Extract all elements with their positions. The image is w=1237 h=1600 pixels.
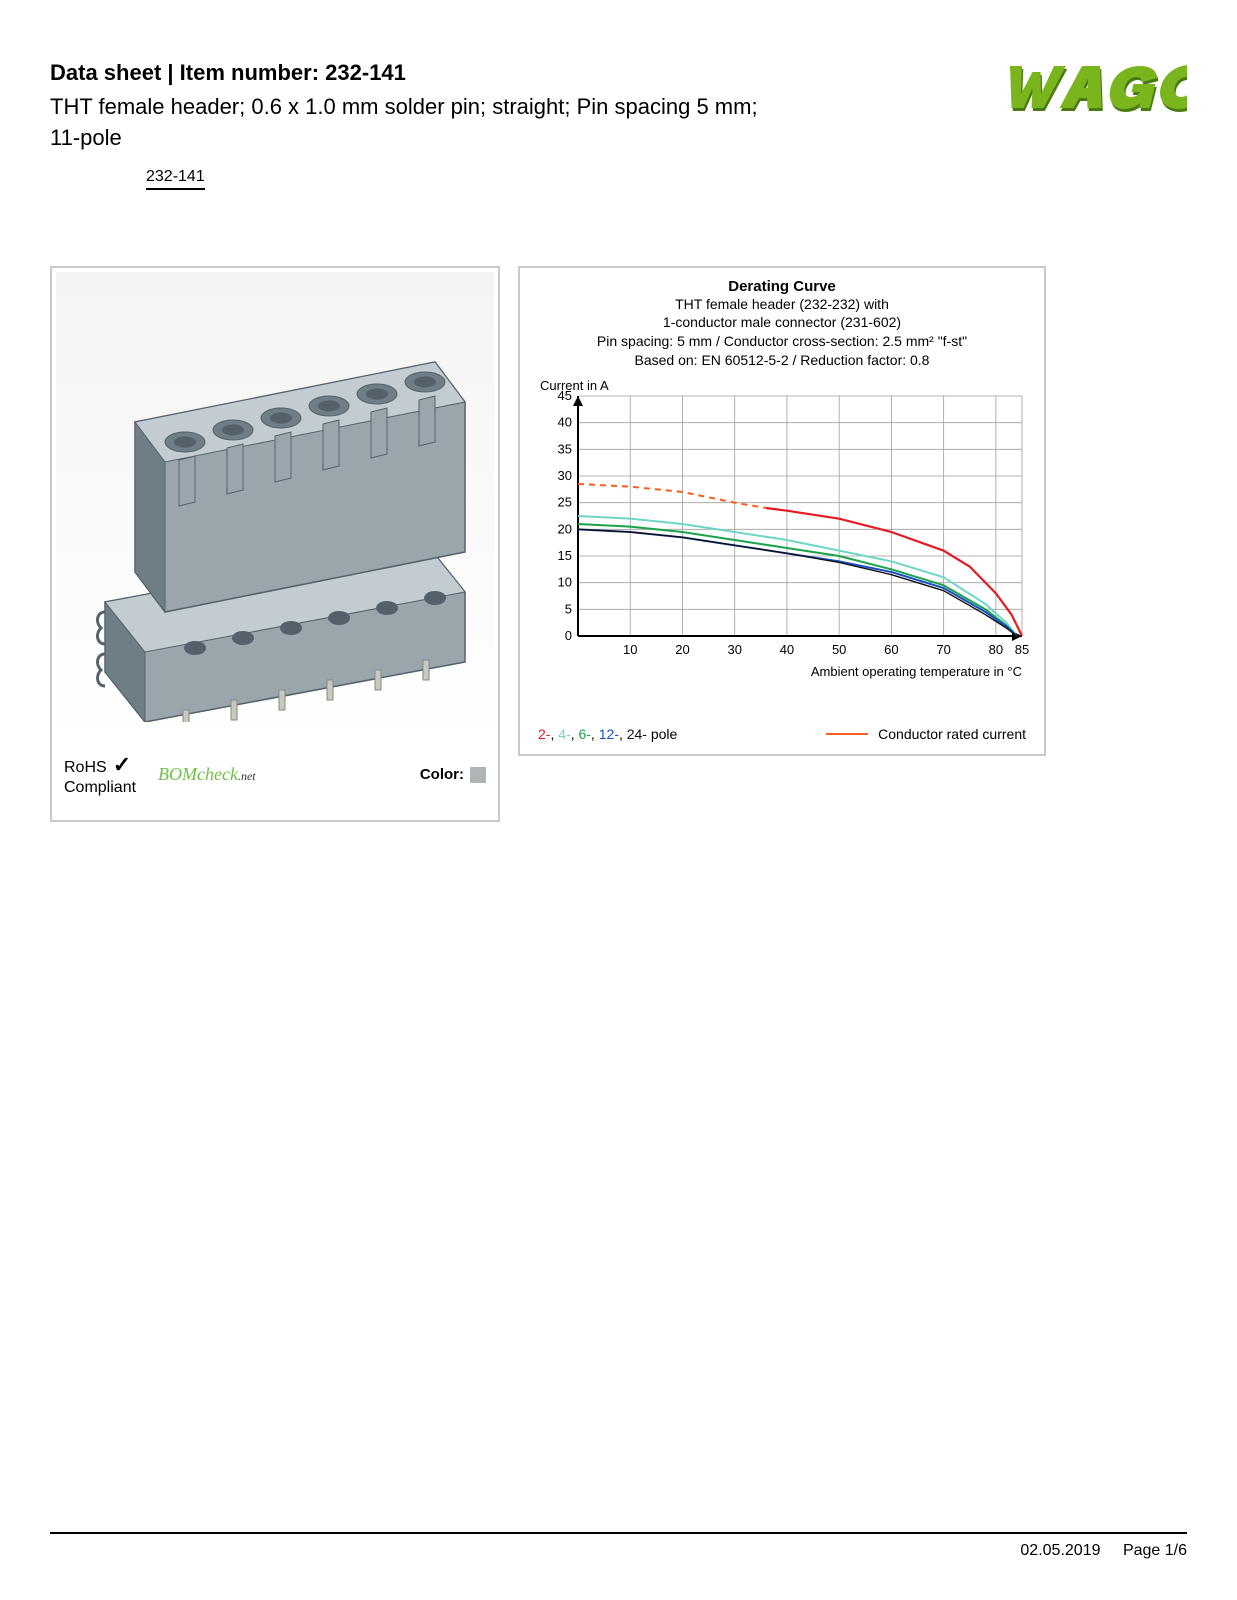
title-line: Data sheet | Item number: 232-141 — [50, 60, 973, 86]
svg-text:60: 60 — [884, 642, 898, 657]
svg-text:10: 10 — [623, 642, 637, 657]
product-image — [56, 272, 494, 742]
footer: 02.05.2019 Page 1/6 — [50, 1532, 1187, 1560]
svg-text:40: 40 — [558, 415, 572, 430]
chart-title: Derating Curve — [534, 278, 1030, 295]
svg-text:20: 20 — [675, 642, 689, 657]
chart-subtitle-line: Based on: EN 60512-5-2 / Reduction facto… — [534, 351, 1030, 370]
svg-text:15: 15 — [558, 548, 572, 563]
check-icon: ✓ — [113, 752, 131, 777]
legend-poles: 2-, 4-, 6-, 12-, 24- pole — [538, 726, 677, 742]
datasheet-label: Data sheet — [50, 60, 161, 85]
subtitle: THT female header; 0.6 x 1.0 mm solder p… — [50, 92, 770, 154]
svg-text:45: 45 — [558, 388, 572, 403]
title-sep: | — [161, 60, 179, 85]
legend-conductor-label: Conductor rated current — [878, 726, 1026, 742]
chart-legend: 2-, 4-, 6-, 12-, 24- pole Conductor rate… — [534, 726, 1030, 742]
svg-text:Ambient operating temperature: Ambient operating temperature in °C — [811, 664, 1022, 679]
bomcheck-net: .net — [238, 769, 256, 783]
color-indicator: Color: — [420, 766, 486, 783]
legend-pole: 6- — [578, 726, 590, 742]
svg-text:35: 35 — [558, 441, 572, 456]
bomcheck-badge: BOMcheck.net — [158, 764, 256, 785]
chart-panel: Derating Curve THT female header (232-23… — [518, 266, 1046, 756]
chart-subtitle-line: THT female header (232-232) with — [534, 295, 1030, 314]
svg-text:40: 40 — [780, 642, 794, 657]
chart-subtitles: THT female header (232-232) with1-conduc… — [534, 295, 1030, 371]
svg-text:20: 20 — [558, 521, 572, 536]
svg-text:25: 25 — [558, 495, 572, 510]
legend-pole: 2- — [538, 726, 550, 742]
svg-text:85: 85 — [1015, 642, 1029, 657]
svg-text:Current in A: Current in A — [540, 378, 609, 393]
item-number: 232-141 — [325, 60, 406, 85]
header-text: Data sheet | Item number: 232-141 THT fe… — [50, 60, 973, 154]
legend-conductor: Conductor rated current — [826, 726, 1026, 742]
item-label: Item number: — [180, 60, 319, 85]
svg-text:10: 10 — [558, 575, 572, 590]
legend-pole: 12- — [599, 726, 619, 742]
chart-subtitle-line: 1-conductor male connector (231-602) — [534, 313, 1030, 332]
svg-text:70: 70 — [936, 642, 950, 657]
svg-text:30: 30 — [558, 468, 572, 483]
part-number-link[interactable]: 232-141 — [146, 168, 205, 190]
rohs-badge: RoHS ✓ Compliant — [64, 752, 136, 798]
svg-text:0: 0 — [565, 628, 572, 643]
header: Data sheet | Item number: 232-141 THT fe… — [50, 60, 1187, 154]
svg-text:50: 50 — [832, 642, 846, 657]
chart-area: Current in A 0 5 10 15 20 25 30 35 40 45 10 20 30 40 50… — [534, 374, 1030, 717]
chart-subtitle-line: Pin spacing: 5 mm / Conductor cross-sect… — [534, 332, 1030, 351]
badges-row: RoHS ✓ Compliant BOMcheck.net Color: — [56, 742, 494, 816]
bomcheck-text: BOMcheck — [158, 764, 238, 784]
rohs-text: RoHS — [64, 759, 107, 776]
color-label-text: Color: — [420, 766, 464, 783]
legend-pole: 24- — [627, 726, 647, 742]
legend-conductor-line — [826, 733, 868, 735]
svg-text:5: 5 — [565, 601, 572, 616]
rohs-compliant: Compliant — [64, 779, 136, 796]
wago-logo — [997, 62, 1187, 119]
footer-page: Page 1/6 — [1123, 1542, 1187, 1559]
svg-text:80: 80 — [989, 642, 1003, 657]
color-swatch — [470, 767, 486, 783]
footer-date: 02.05.2019 — [1020, 1542, 1100, 1559]
svg-text:30: 30 — [727, 642, 741, 657]
legend-pole-suffix: pole — [647, 726, 677, 742]
legend-pole: 4- — [558, 726, 570, 742]
product-panel: RoHS ✓ Compliant BOMcheck.net Color: — [50, 266, 500, 822]
